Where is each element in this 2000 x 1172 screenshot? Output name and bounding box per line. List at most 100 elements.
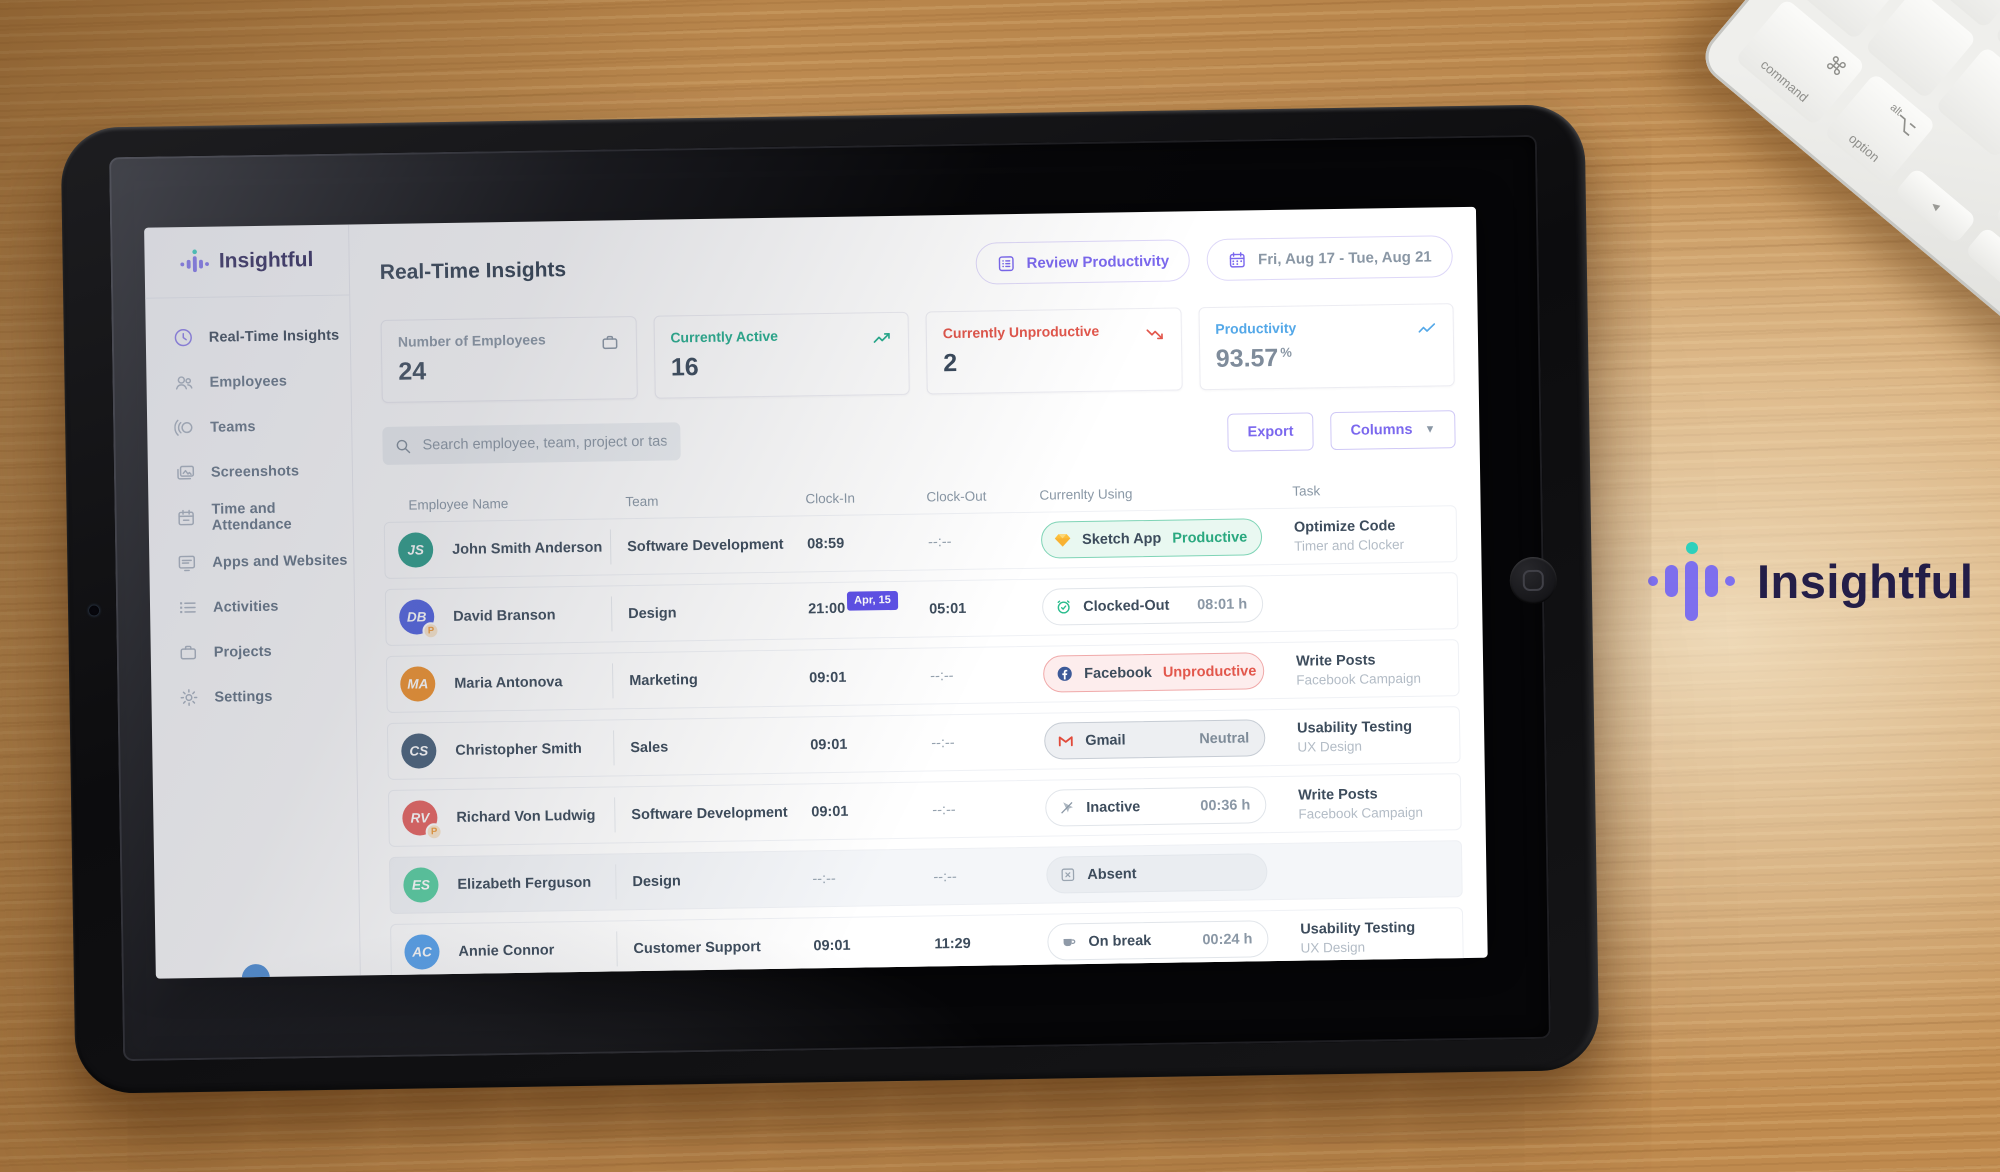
list-icon [177,597,198,618]
table-row[interactable]: DB P David Branson Design 21:00Apr, 15 05… [384,572,1459,646]
absent-icon [1059,866,1076,883]
stat-value: 24 [398,357,427,386]
stat-value: 16 [670,353,699,382]
review-productivity-button[interactable]: Review Productivity [975,239,1191,285]
table-body: JS John Smith Anderson Software Developm… [383,505,1464,979]
screenshot-icon [175,462,196,483]
sidebar-item-real-time-insights[interactable]: Real-Time Insights [145,313,350,361]
app-usage-badge: Clocked-Out 08:01 h [1041,585,1264,626]
stat-card-employees: Number of Employees 24 [380,316,638,404]
facebook-icon [1056,665,1073,682]
table-row[interactable]: RV P Richard Von Ludwig Software Developm… [387,773,1462,847]
search-box [382,422,681,466]
sidebar-item-apps-and-websites[interactable]: Apps and Websites [149,537,354,585]
date-range-picker[interactable]: Fri, Aug 17 - Tue, Aug 21 [1206,235,1454,282]
sidebar-item-settings[interactable]: Settings [151,672,356,720]
table-row[interactable]: MA Maria Antonova Marketing 09:01 --:-- … [385,639,1460,713]
calendar-icon [175,507,196,528]
pending-badge: P [422,622,440,640]
page-title: Real-Time Insights [379,258,567,285]
sidebar-item-screenshots[interactable]: Screenshots [148,447,353,495]
arrow-left-key[interactable]: ◄ [1894,167,1978,245]
insightful-logo-icon [180,249,210,272]
calendar-icon [1228,250,1247,269]
sidebar-item-time-and-attendance[interactable]: Time and Attendance [148,492,353,540]
avatar[interactable] [241,963,271,979]
sidebar-item-projects[interactable]: Projects [150,627,355,675]
coffee-cup-icon [1060,933,1077,950]
arrow-left-icon: ◄ [1926,196,1945,215]
sidebar-item-activities[interactable]: Activities [150,582,355,630]
tablet: Insightful Real-Time Insights Employees [60,104,1600,1094]
stat-card-currently-unproductive: Currently Unproductive 2 [925,307,1183,395]
stat-value: 2 [943,348,958,378]
stats-row: Number of Employees 24 Currently Active … [380,303,1455,404]
app-usage-badge: Gmail Neutral [1043,719,1266,760]
insightful-app-window: Insightful Real-Time Insights Employees [144,206,1488,979]
column-header-clock-in: Clock-In [805,490,856,506]
app-usage-badge: Sketch App Productive [1040,518,1263,559]
checklist-icon [996,254,1015,273]
avatar: AC [404,934,440,970]
sidebar: Insightful Real-Time Insights Employees [144,224,361,979]
chevron-down-icon: ▼ [1424,423,1436,436]
main-panel: Real-Time Insights Review Productivity F… [349,207,1488,979]
app-usage-badge: Absent [1046,853,1268,894]
app-usage-badge: On break 00:24 h [1047,920,1269,961]
front-camera-icon [89,605,100,616]
columns-dropdown[interactable]: Columns ▼ [1330,410,1456,451]
stat-card-currently-active: Currently Active 16 [653,311,910,399]
column-header-task: Task [1292,482,1321,499]
avatar: MA [400,666,436,702]
trend-up-icon [872,328,892,348]
column-header-team: Team [625,493,659,509]
table-toolbar: Export Columns ▼ [382,410,1456,466]
alarm-clock-icon [1055,598,1072,615]
avatar: RV P [402,800,443,841]
avatar: DB P [398,599,440,640]
arrow-down-key[interactable]: ▼ [1964,226,2000,304]
brand-logo: Insightful [1648,538,1973,624]
stat-value: 93.57% [1215,343,1292,373]
app-logo-text: Insightful [218,248,314,273]
sidebar-item-employees[interactable]: Employees [146,358,351,406]
browser-icon [176,552,197,573]
date-badge: Apr, 15 [846,590,898,611]
column-header-employee: Employee Name [408,495,509,513]
arrow-keys: ◄ ▲ ▼ ► [1894,132,2000,363]
gear-icon [178,687,199,708]
briefcase-icon [178,642,199,663]
app-logo: Insightful [144,224,350,299]
table-row[interactable]: AC Annie Connor Customer Support 09:01 1… [390,907,1464,979]
stat-card-productivity: Productivity 93.57% [1197,303,1455,391]
search-input[interactable] [420,432,669,455]
column-header-currently-using: Currenlty Using [1039,485,1133,503]
people-icon [173,372,194,393]
table-row[interactable]: ES Elizabeth Ferguson Design --:-- --:--… [388,840,1463,914]
avatar: CS [401,733,437,769]
teams-icon [174,417,195,438]
export-button[interactable]: Export [1227,412,1314,452]
app-usage-badge: Facebook Unproductive [1042,652,1265,693]
insightful-logo-icon [1648,538,1735,624]
table-row[interactable]: JS John Smith Anderson Software Developm… [383,505,1458,579]
sidebar-item-teams[interactable]: Teams [147,403,352,451]
pending-badge: P [425,823,443,841]
app-usage-badge: Inactive 00:36 h [1045,786,1267,827]
sidebar-nav: Real-Time Insights Employees Teams [145,296,356,721]
gmail-icon [1057,732,1074,749]
inactive-cursor-icon [1058,799,1075,816]
trend-down-icon [1144,324,1164,344]
home-button[interactable] [1509,556,1558,605]
brand-wordmark: Insightful [1757,554,1974,608]
trend-line-icon [1417,319,1437,339]
column-header-clock-out: Clock-Out [926,488,987,504]
tablet-screen: Insightful Real-Time Insights Employees [108,134,1551,1062]
avatar: JS [397,532,434,568]
search-icon [396,439,411,453]
clock-icon [173,327,194,348]
table-row[interactable]: CS Christopher Smith Sales 09:01 --:-- G… [386,706,1461,780]
briefcase-icon [599,332,619,352]
avatar: ES [403,867,439,903]
